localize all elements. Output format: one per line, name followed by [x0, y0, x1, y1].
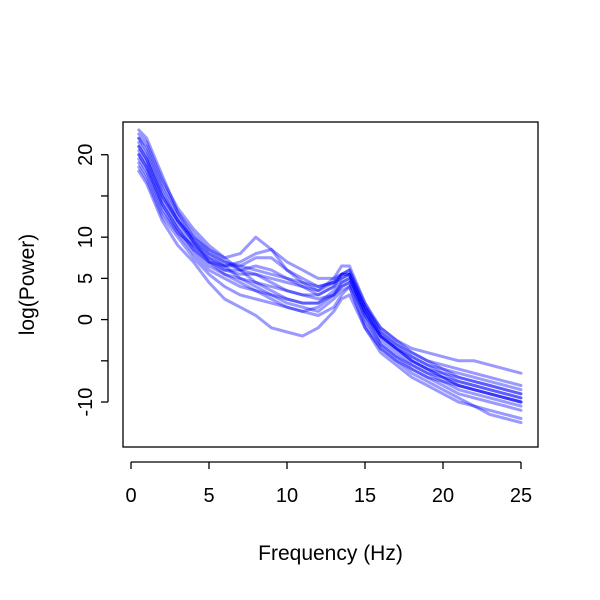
- series-line-13: [137, 165, 523, 400]
- series-line-4: [137, 161, 523, 387]
- series-line-1: [137, 132, 523, 408]
- x-tick-label: 5: [203, 485, 214, 507]
- series-line-10: [137, 128, 523, 425]
- series-line-6: [137, 149, 523, 396]
- x-tick-label: 25: [510, 485, 532, 507]
- x-tick-label: 10: [276, 485, 298, 507]
- y-axis: -10 0 5 10 20: [75, 144, 109, 417]
- series-line-5: [137, 136, 523, 420]
- series-line-7: [137, 169, 523, 404]
- series-line-11: [137, 153, 523, 375]
- y-tick-label: 0: [75, 314, 97, 325]
- y-tick-label: 20: [75, 144, 97, 166]
- y-tick-label: -10: [75, 388, 97, 417]
- series-line-12: [137, 145, 523, 404]
- plot-frame: [122, 121, 539, 448]
- series-line-8: [137, 140, 523, 396]
- series-line-2: [137, 145, 523, 400]
- x-axis: 0 5 10 15 20 25: [125, 461, 532, 507]
- y-tick-label: 10: [75, 226, 97, 248]
- series-lines: [137, 128, 523, 425]
- x-tick-label: 20: [432, 485, 454, 507]
- series-line-3: [137, 153, 523, 404]
- y-axis-title: log(Power): [16, 234, 39, 336]
- x-tick-label: 15: [354, 485, 376, 507]
- series-line-14: [137, 136, 523, 392]
- x-axis-title: Frequency (Hz): [258, 542, 403, 565]
- series-line-9: [137, 157, 523, 412]
- y-tick-label: 5: [75, 273, 97, 284]
- x-tick-label: 0: [125, 485, 136, 507]
